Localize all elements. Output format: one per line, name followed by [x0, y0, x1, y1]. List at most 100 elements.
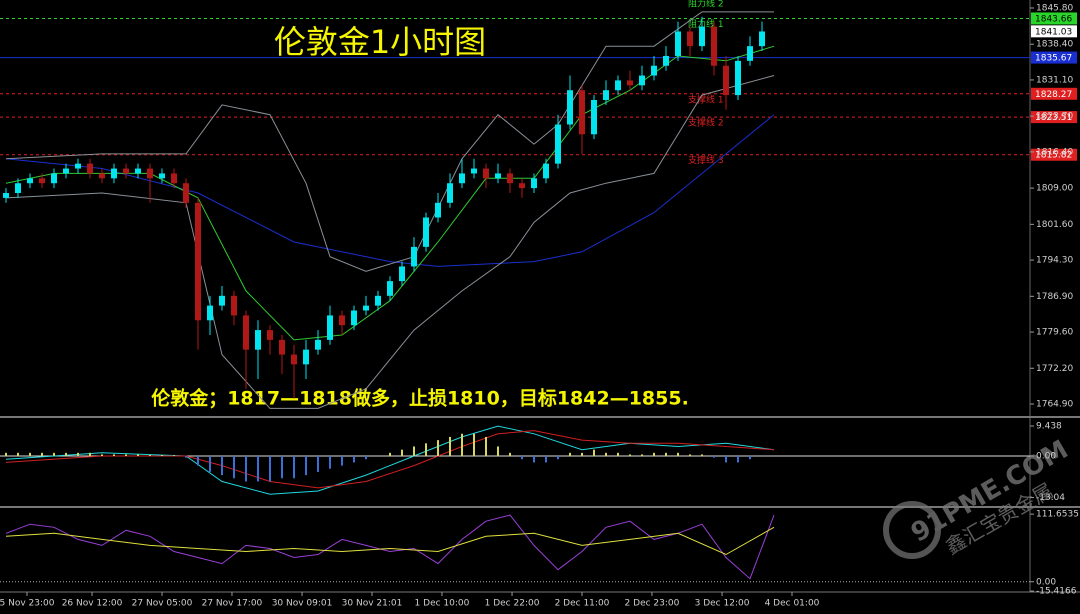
y-tick-label: 0.00 [1036, 452, 1056, 462]
histogram-bar [473, 433, 475, 457]
candle-body [147, 168, 153, 179]
candle-body [735, 60, 741, 96]
histogram-bar [17, 452, 19, 457]
candle-body [15, 183, 21, 194]
y-tick-label: 1809.00 [1036, 184, 1073, 194]
candle-body [483, 168, 489, 179]
histogram-bar [89, 452, 91, 457]
histogram-bar [365, 456, 367, 460]
price-box-label: 1815.82 [1035, 151, 1072, 161]
histogram-bar [209, 456, 211, 472]
candle-body [267, 330, 273, 340]
histogram-bar [701, 454, 703, 457]
candle-body [531, 178, 537, 189]
histogram-bar [749, 456, 751, 460]
candle-body [447, 183, 453, 203]
histogram-bar [725, 456, 727, 463]
y-tick-label: 1794.30 [1036, 256, 1073, 266]
histogram-bar [353, 456, 355, 463]
y-tick-label: -13.04 [1036, 493, 1065, 503]
candle-body [327, 315, 333, 340]
histogram-bar [449, 436, 451, 457]
histogram-bar [629, 454, 631, 457]
candle-body [423, 217, 429, 247]
histogram-bar [281, 456, 283, 479]
candle-body [99, 173, 105, 179]
histogram-bar [149, 455, 151, 457]
histogram-bar [293, 456, 295, 479]
histogram-bar [713, 456, 715, 458]
histogram-bar [113, 454, 115, 457]
y-tick-label: 9.438 [1036, 421, 1062, 431]
histogram-bar [389, 452, 391, 457]
histogram-bar [677, 452, 679, 457]
histogram-bar [665, 452, 667, 457]
y-tick-label: 1845.80 [1036, 3, 1073, 13]
overlay: 1843.66 1835.67 1828.27 1823.51 1815.82 1841.… [1031, 12, 1077, 161]
candle-body [711, 26, 717, 66]
histogram-bar [101, 454, 103, 457]
price-box-label: 1843.66 [1035, 14, 1072, 24]
watermark-logo [883, 501, 941, 559]
level-label: 支撑线 2 [688, 117, 724, 129]
histogram-bar [617, 452, 619, 457]
candle-body [243, 315, 249, 350]
price-box-label: 1835.67 [1035, 54, 1072, 64]
candle-body [387, 281, 393, 296]
candle-body [219, 295, 225, 306]
candle-body [579, 90, 585, 135]
indicator-line [5, 526, 775, 556]
histogram-bar [5, 452, 7, 457]
candle-body [699, 26, 705, 47]
x-tick-label: 2 Dec 23:00 [625, 599, 680, 609]
y-tick-label: 1772.20 [1036, 364, 1073, 374]
histogram-bar [509, 452, 511, 457]
histogram-bar [461, 433, 463, 457]
candle-body [171, 173, 177, 184]
candle-body [159, 173, 165, 179]
candle-body [543, 163, 549, 179]
histogram-bar [173, 455, 175, 457]
y-tick-label: 1823.70 [1036, 112, 1073, 122]
candle-body [111, 168, 117, 179]
candle-body [507, 173, 513, 184]
price-box-label: 1828.27 [1035, 90, 1072, 100]
candle-body [603, 90, 609, 101]
level-label: 阻力线 2 [688, 0, 724, 10]
histogram-bar [521, 456, 523, 460]
indicator-line [5, 514, 775, 580]
y-tick-label: 111.6535 [1036, 510, 1079, 520]
x-tick-label: 30 Nov 09:01 [272, 599, 333, 609]
histogram-bar [125, 454, 127, 457]
histogram-bar [77, 452, 79, 457]
histogram-bar [533, 456, 535, 463]
candle-body [183, 183, 189, 203]
histogram-bar [641, 454, 643, 457]
histogram-bar [329, 456, 331, 469]
candle-body [663, 55, 669, 66]
price-box [1031, 51, 1077, 64]
histogram-bar [269, 456, 271, 482]
histogram-bar [569, 452, 571, 457]
candle-body [363, 305, 369, 311]
histogram-bar [341, 456, 343, 466]
candle-body [639, 75, 645, 86]
candle-body [555, 124, 561, 164]
candle-body [519, 183, 525, 189]
histogram-bar [305, 456, 307, 476]
annotation: 伦敦金；1817—1818做多，止损1810，目标1842—1855. [151, 387, 689, 410]
histogram-bar [737, 456, 739, 463]
histogram-bar [485, 436, 487, 457]
histogram-bar [557, 456, 559, 460]
candle-body [375, 295, 381, 306]
histogram-bar [197, 456, 199, 466]
candle-body [351, 310, 357, 326]
candle-body [27, 178, 33, 184]
y-tick-label: 0.00 [1036, 577, 1056, 587]
histogram-bar [137, 454, 139, 457]
candle-body [675, 31, 681, 56]
candle-body [123, 168, 129, 174]
histogram-bar [53, 452, 55, 457]
candle-body [3, 193, 9, 198]
chart-title: 伦敦金1小时图 [274, 23, 486, 61]
